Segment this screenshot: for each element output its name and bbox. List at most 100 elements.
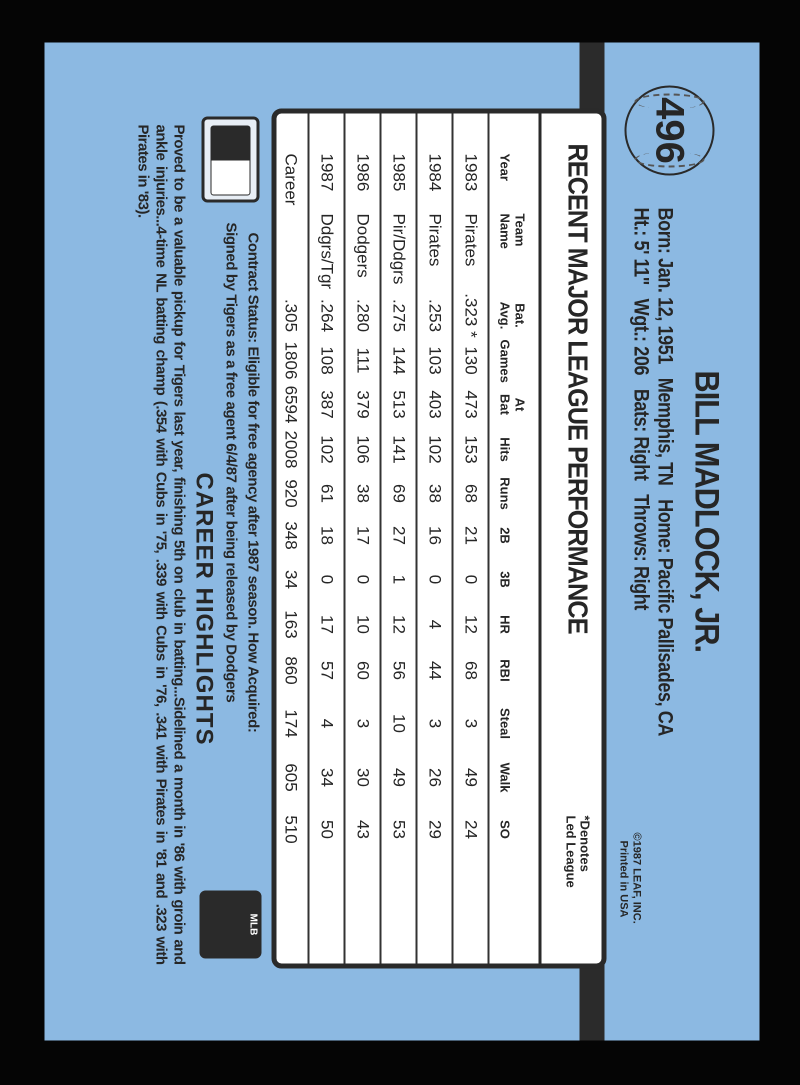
table-row: 1983 Pirates .323 * 130 473 153 68 21 0 12 68 3 49 24: [453, 113, 490, 964]
column-header: 3B: [498, 556, 528, 604]
table-cell: 4: [425, 619, 445, 630]
table-cell: 473: [461, 390, 481, 419]
table-cell: 3: [461, 718, 481, 729]
table-cell: 510: [281, 815, 301, 844]
column-header: 2B: [498, 516, 528, 556]
card-number: 496: [648, 97, 692, 164]
table-cell: 102: [425, 435, 445, 464]
table-cell: 68: [461, 661, 481, 680]
table-cell: Career: [281, 153, 301, 206]
table-cell: 69: [389, 484, 409, 503]
table-cell: 163: [281, 610, 301, 639]
header-text: [513, 804, 528, 856]
header-text: Bat: [497, 394, 513, 415]
table-cell: Dodgers: [353, 213, 373, 278]
table-row: Career .305 1806 6594 2008 920 348 34 163 860 174 6…: [273, 113, 310, 964]
table-cell: 0: [461, 574, 481, 585]
table-cell: .323 *: [461, 293, 481, 338]
table-cell: 174: [281, 709, 301, 738]
column-header: Bat. Avg.: [498, 292, 528, 340]
table-cell: 60: [353, 661, 373, 680]
column-header: Year: [498, 154, 528, 214]
card-number-baseball-icon: 496: [624, 85, 715, 176]
table-cell: 102: [317, 435, 337, 464]
table-cell: 1983: [461, 153, 481, 192]
table-cell: 141: [389, 435, 409, 464]
table-cell: 61: [317, 484, 337, 503]
table-cell: 0: [317, 574, 337, 585]
header-text: [513, 556, 528, 604]
how-acquired: Signed by Tigers as a free agent 6/4/87 …: [222, 222, 240, 703]
table-cell: Ddgrs/Tgr: [317, 213, 337, 290]
table-cell: 26: [425, 768, 445, 787]
table-row: 1986 Dodgers .280 111 379 106 38 17 0 10 60 3 30 43: [345, 113, 382, 964]
printed-line: Printed in USA: [617, 840, 630, 918]
table-row: 1984 Pirates .253 103 403 102 38 16 0 4 44 3 26 29: [417, 113, 454, 964]
table-cell: 379: [353, 390, 373, 419]
table-cell: 49: [461, 768, 481, 787]
column-header: Runs: [498, 472, 528, 516]
header-text: [513, 154, 528, 214]
table-cell: 56: [389, 661, 409, 680]
baseball-card-back: 496 BILL MADLOCK, JR. Born: Jan. 12, 195…: [44, 42, 760, 1041]
table-cell: 106: [353, 435, 373, 464]
header-text: Steal: [497, 707, 513, 740]
header-text: [513, 516, 528, 556]
table-cell: 0: [425, 574, 445, 585]
table-cell: 513: [389, 390, 409, 419]
table-cell: 49: [389, 768, 409, 787]
column-header: Hits: [498, 428, 528, 472]
column-header: At Bat: [498, 382, 528, 428]
table-cell: 1806: [281, 341, 301, 380]
header-text: [513, 340, 528, 382]
table-cell: 10: [389, 714, 409, 733]
header-text: Team: [512, 213, 528, 247]
table-cell: 920: [281, 479, 301, 508]
table-cell: Pirates: [425, 213, 445, 267]
table-cell: 17: [317, 615, 337, 634]
header-text: [513, 428, 528, 472]
table-cell: 0: [353, 574, 373, 585]
table-cell: 38: [425, 484, 445, 503]
league-leader-note: *Denotes Led League: [564, 816, 593, 888]
table-cell: 1: [389, 574, 409, 585]
table-cell: 53: [389, 820, 409, 839]
highlights-text: Proved to be a valuable pickup for Tiger…: [134, 124, 188, 965]
table-cell: .264: [317, 298, 337, 333]
header-text: Bat.: [512, 303, 528, 328]
table-row: 1985 Pir/Ddgrs .275 144 513 141 69 27 1 12 56 10 49 5…: [381, 113, 418, 964]
header-row: Year Team Name Bat. Avg. Games At Bat Hits Run…: [487, 114, 539, 964]
copyright-line: ©1987 LEAF, INC.: [630, 832, 643, 924]
header-text: [513, 646, 528, 696]
table-cell: 6594: [281, 385, 301, 424]
column-header: RBI: [498, 646, 528, 696]
bio-line-1: Born: Jan. 12, 1951 Memphis, TN Home: Pa…: [653, 207, 677, 737]
table-cell: 111: [353, 347, 373, 374]
table-row: 1987 Ddgrs/Tgr .264 108 387 102 61 18 0 17 57 4 34 50: [309, 113, 346, 964]
mlb-logo-icon: [201, 116, 260, 203]
table-cell: .305: [281, 298, 301, 333]
table-cell: 24: [461, 820, 481, 839]
table-cell: 4: [317, 718, 337, 729]
table-cell: 34: [281, 570, 301, 589]
table-cell: .275: [389, 298, 409, 333]
table-cell: 34: [317, 768, 337, 787]
table-cell: 21: [461, 526, 481, 545]
table-cell: 18: [317, 526, 337, 545]
stats-title: RECENT MAJOR LEAGUE PERFORMANCE: [562, 143, 594, 634]
mlbpa-text: MLB: [247, 913, 259, 936]
table-cell: 17: [353, 526, 373, 545]
table-cell: 10: [353, 615, 373, 634]
table-cell: 3: [425, 718, 445, 729]
column-header: Team Name: [498, 214, 528, 292]
table-cell: 108: [317, 346, 337, 375]
header-text: 2B: [497, 527, 513, 544]
stats-table: RECENT MAJOR LEAGUE PERFORMANCE *Denotes…: [271, 108, 607, 969]
copyright: ©1987 LEAF, INC. Printed in USA: [617, 833, 643, 924]
table-cell: .253: [425, 298, 445, 333]
column-header: Games: [498, 340, 528, 383]
table-cell: 860: [281, 656, 301, 685]
table-cell: 30: [353, 768, 373, 787]
header-text: 3B: [497, 571, 513, 588]
table-cell: 1984: [425, 153, 445, 192]
